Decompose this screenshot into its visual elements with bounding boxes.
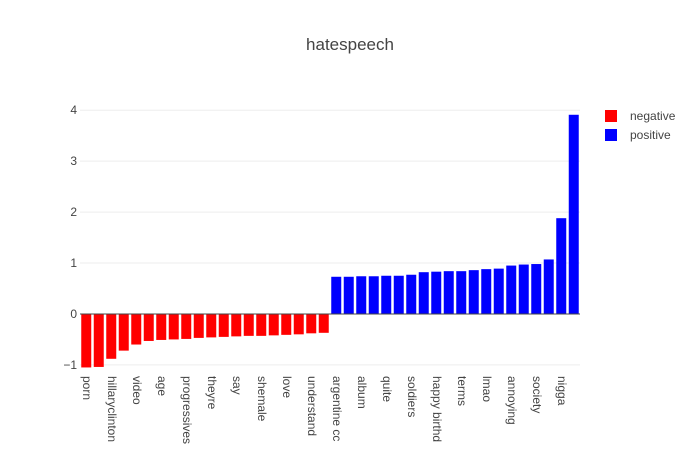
y-tick-label: 1 xyxy=(70,256,77,270)
x-tick-label: album xyxy=(355,376,369,409)
bar-positive[interactable] xyxy=(356,276,367,314)
bar-negative[interactable] xyxy=(243,313,254,336)
x-tick-label: shemale xyxy=(255,376,269,422)
y-tick-label: 0 xyxy=(70,307,77,321)
bar-positive[interactable] xyxy=(443,271,454,314)
x-tick-label: age xyxy=(155,376,169,396)
chart-title: hatespeech xyxy=(306,35,394,54)
bar-negative[interactable] xyxy=(293,313,304,335)
x-tick-label: progressives xyxy=(180,376,194,444)
y-axis-ticks: −1 0 1 2 3 4 xyxy=(63,103,77,372)
x-tick-label: love xyxy=(280,376,294,398)
bar-positive[interactable] xyxy=(506,265,517,314)
legend-swatch xyxy=(605,129,617,141)
bar-negative[interactable] xyxy=(168,313,179,340)
bar-negative[interactable] xyxy=(306,313,317,334)
y-tick-label: 2 xyxy=(70,205,77,219)
bar-positive[interactable] xyxy=(418,272,429,314)
x-tick-label: understand xyxy=(305,376,319,436)
x-tick-label: soldiers xyxy=(405,376,419,417)
bar-positive[interactable] xyxy=(406,274,417,314)
bar-negative[interactable] xyxy=(93,313,104,367)
bar-negative[interactable] xyxy=(181,313,192,339)
bar-negative[interactable] xyxy=(268,313,279,336)
legend[interactable]: negative positive xyxy=(605,109,676,142)
bar-positive[interactable] xyxy=(368,276,379,314)
y-tick-label: −1 xyxy=(63,358,77,372)
x-tick-label: happy birthd xyxy=(430,376,444,442)
bar-negative[interactable] xyxy=(256,313,267,336)
bar-positive[interactable] xyxy=(518,264,529,314)
x-tick-label: video xyxy=(130,376,144,405)
bar-positive[interactable] xyxy=(343,276,354,314)
bar-positive[interactable] xyxy=(493,268,504,314)
x-tick-label: society xyxy=(530,376,544,413)
bar-negative[interactable] xyxy=(206,313,217,338)
bar-positive[interactable] xyxy=(381,275,392,314)
bar-negative[interactable] xyxy=(81,313,92,368)
bar-positive[interactable] xyxy=(543,259,554,314)
legend-item-negative[interactable]: negative xyxy=(605,109,676,123)
x-tick-label: lmao xyxy=(480,376,494,402)
x-tick-label: porn xyxy=(80,376,94,400)
bar-positive[interactable] xyxy=(468,270,479,314)
x-tick-label: terms xyxy=(455,376,469,406)
x-tick-label: annoying xyxy=(505,376,519,425)
x-axis-ticks: porn hillaryclinton video age progressives th… xyxy=(80,376,569,444)
bar-positive[interactable] xyxy=(331,276,342,314)
bar-positive[interactable] xyxy=(531,264,542,314)
x-tick-label: theyre xyxy=(205,376,219,410)
bar-negative[interactable] xyxy=(193,313,204,338)
bar-positive[interactable] xyxy=(568,114,579,314)
bar-negative[interactable] xyxy=(231,313,242,337)
bar-negative[interactable] xyxy=(118,313,129,351)
y-tick-label: 4 xyxy=(70,103,77,117)
gridlines xyxy=(80,109,580,366)
legend-item-positive[interactable]: positive xyxy=(605,128,671,142)
x-tick-label: quite xyxy=(380,376,394,402)
bar-negative[interactable] xyxy=(281,313,292,335)
x-tick-label: hillaryclinton xyxy=(105,376,119,442)
x-tick-label: argentine cc xyxy=(330,376,344,441)
bar-positive[interactable] xyxy=(481,269,492,314)
bar-negative[interactable] xyxy=(106,313,117,359)
bar-negative[interactable] xyxy=(318,313,329,333)
bar-negative[interactable] xyxy=(131,313,142,345)
y-tick-label: 3 xyxy=(70,154,77,168)
bars xyxy=(81,114,579,368)
legend-label: negative xyxy=(630,109,676,123)
bar-negative[interactable] xyxy=(143,313,154,341)
bar-positive[interactable] xyxy=(556,218,567,314)
bar-negative[interactable] xyxy=(218,313,229,337)
x-tick-label: say xyxy=(230,376,244,395)
bar-positive[interactable] xyxy=(393,275,404,314)
bar-positive[interactable] xyxy=(456,271,467,314)
legend-swatch xyxy=(605,110,617,122)
legend-label: positive xyxy=(630,128,671,142)
bar-positive[interactable] xyxy=(431,271,442,314)
bar-negative[interactable] xyxy=(156,313,167,340)
x-tick-label: nigga xyxy=(555,376,569,406)
